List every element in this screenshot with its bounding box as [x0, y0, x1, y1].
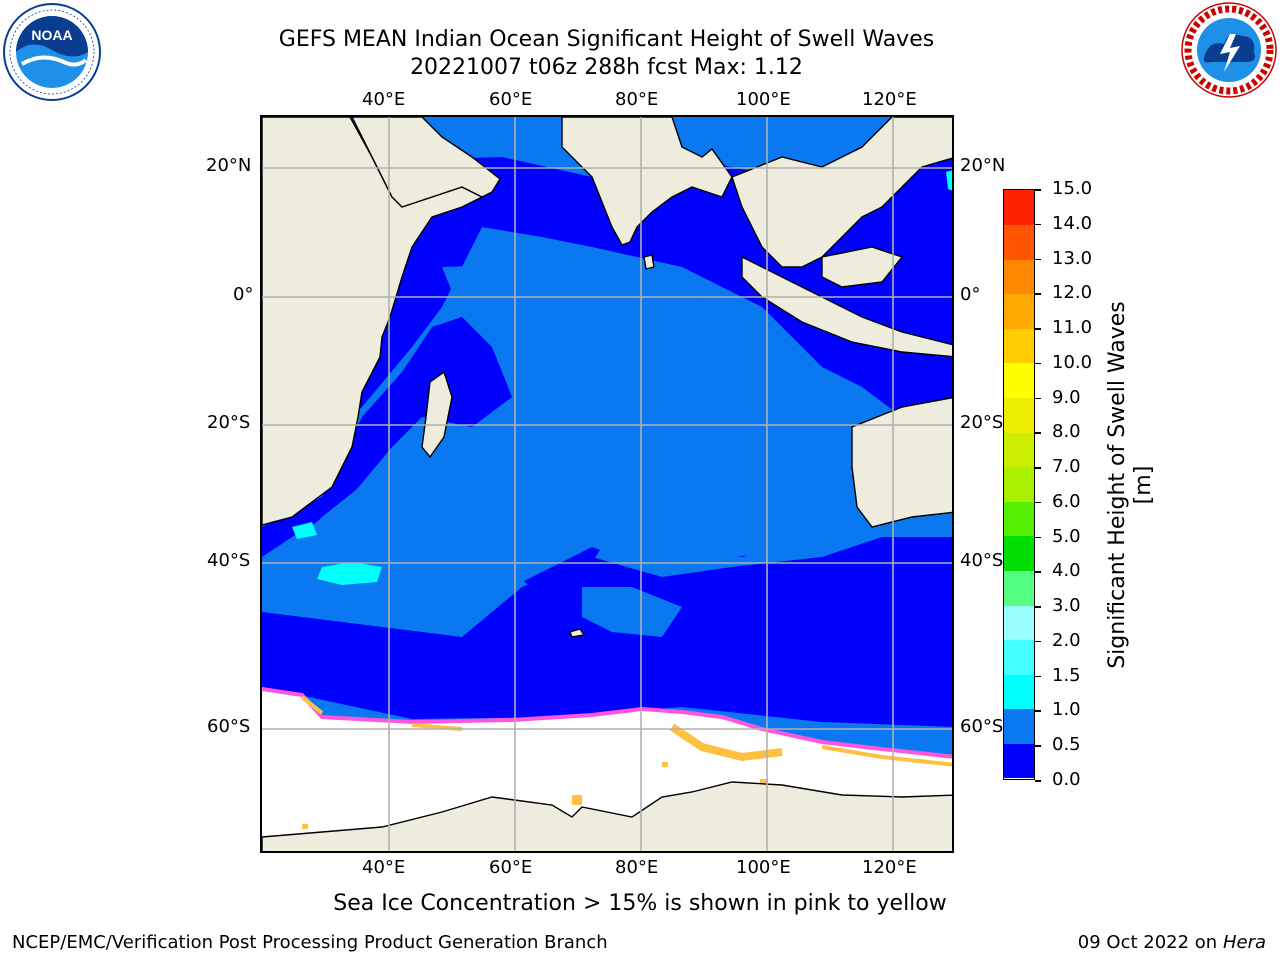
- colorbar-tick-label: 10.0: [1052, 351, 1093, 373]
- colorbar-tick-label: 5.0: [1052, 525, 1081, 547]
- colorbar-title-wrap: Significant Height of Swell Waves [m]: [1100, 280, 1162, 690]
- colorbar-tick-label: 12.0: [1052, 282, 1093, 304]
- lon-label-top: 40°E: [362, 89, 406, 110]
- lon-label-top: 80°E: [615, 89, 659, 110]
- colorbar-segment: [1004, 293, 1034, 329]
- svg-text:NOAA: NOAA: [31, 27, 72, 43]
- colorbar-tick-mark: [1035, 675, 1041, 678]
- sea-ice-note-text: Sea Ice Concentration > 15% is shown in …: [333, 891, 947, 916]
- footer-date-text: 09 Oct 2022 on: [1077, 932, 1223, 953]
- colorbar-tick-label: 9.0: [1052, 386, 1081, 408]
- footer-date: 09 Oct 2022 on Hera: [1078, 932, 1266, 954]
- lat-label-right: 20°N: [960, 155, 1006, 176]
- lat-label-left: 20°S: [207, 412, 251, 433]
- chart-title: GEFS MEAN Indian Ocean Significant Heigh…: [278, 27, 935, 52]
- lon-label-bottom: 40°E: [362, 857, 406, 878]
- lat-label-left: 0°: [233, 284, 254, 305]
- colorbar-title: Significant Height of Swell Waves [m]: [1105, 301, 1156, 669]
- colorbar-tick-mark: [1035, 571, 1041, 573]
- colorbar-segment: [1004, 224, 1034, 260]
- sea-ice-note: Sea Ice Concentration > 15% is shown in …: [0, 890, 1280, 918]
- colorbar-tick-label: 4.0: [1052, 560, 1081, 582]
- colorbar-segment: [1004, 674, 1034, 710]
- lat-label-left: 20°N: [206, 155, 252, 176]
- colorbar-tick-mark: [1035, 536, 1041, 539]
- lat-label-left: 60°S: [207, 716, 251, 737]
- footer-credit: NCEP/EMC/Verification Post Processing Pr…: [12, 932, 608, 953]
- lon-label-top: 60°E: [489, 89, 533, 110]
- lat-label-right: 40°S: [960, 550, 1004, 571]
- colorbar-segment: [1004, 466, 1034, 502]
- colorbar-segment: [1004, 708, 1034, 744]
- colorbar-tick-label: 7.0: [1052, 456, 1081, 478]
- lon-label-bottom: 60°E: [489, 857, 533, 878]
- lat-label-right: 0°: [960, 284, 981, 305]
- colorbar-tick-mark: [1035, 328, 1041, 330]
- swell-height-map: [260, 115, 954, 853]
- colorbar-tick-mark: [1035, 467, 1041, 469]
- colorbar-tick-label: 2.0: [1052, 629, 1081, 651]
- colorbar-segment: [1004, 362, 1034, 399]
- colorbar-tick-mark: [1035, 606, 1041, 608]
- colorbar-segment: [1004, 397, 1034, 433]
- colorbar-tick-mark: [1035, 189, 1041, 191]
- colorbar: [1003, 189, 1035, 780]
- noaa-logo: NOAA: [3, 3, 101, 101]
- nws-logo: [1181, 2, 1277, 98]
- colorbar-segment: [1004, 432, 1034, 468]
- colorbar-tick-mark: [1035, 258, 1041, 261]
- colorbar-tick-mark: [1035, 501, 1041, 504]
- lat-label-right: 60°S: [960, 716, 1004, 737]
- colorbar-segment: [1004, 570, 1034, 606]
- lon-label-top: 100°E: [736, 89, 791, 110]
- colorbar-tick-mark: [1035, 710, 1041, 712]
- lon-label-bottom: 120°E: [862, 857, 917, 878]
- map-canvas: [262, 117, 952, 851]
- colorbar-segment: [1004, 639, 1034, 675]
- forecast-subtitle: 20221007 t06z 288h fcst Max: 1.12: [410, 55, 803, 80]
- colorbar-tick-label: 3.0: [1052, 595, 1081, 617]
- colorbar-tick-mark: [1035, 362, 1041, 365]
- colorbar-segment: [1004, 259, 1034, 295]
- lat-label-right: 20°S: [960, 412, 1004, 433]
- colorbar-tick-mark: [1035, 640, 1041, 643]
- colorbar-tick-mark: [1035, 780, 1041, 782]
- colorbar-tick-label: 14.0: [1052, 212, 1093, 234]
- colorbar-segment: [1004, 190, 1034, 226]
- colorbar-tick-label: 8.0: [1052, 421, 1081, 443]
- colorbar-tick-label: 0.0: [1052, 769, 1081, 790]
- colorbar-segment: [1004, 535, 1034, 571]
- colorbar-tick-label: 1.0: [1052, 699, 1081, 721]
- colorbar-tick-mark: [1035, 293, 1041, 295]
- colorbar-tick-mark: [1035, 432, 1041, 434]
- lon-label-bottom: 100°E: [736, 857, 791, 878]
- footer-host: Hera: [1222, 932, 1266, 953]
- colorbar-tick-mark: [1035, 397, 1041, 400]
- colorbar-segment: [1004, 743, 1034, 779]
- colorbar-tick-label: 11.0: [1052, 317, 1093, 339]
- colorbar-tick-label: 6.0: [1052, 490, 1081, 512]
- colorbar-segment: [1004, 501, 1034, 537]
- colorbar-tick-label: 13.0: [1052, 247, 1093, 269]
- colorbar-tick-label: 15.0: [1052, 178, 1093, 199]
- lat-label-left: 40°S: [207, 550, 251, 571]
- colorbar-tick-label: 0.5: [1052, 734, 1081, 756]
- colorbar-tick-mark: [1035, 745, 1041, 747]
- colorbar-tick-label: 1.5: [1052, 664, 1081, 686]
- lon-label-bottom: 80°E: [615, 857, 659, 878]
- colorbar-segment: [1004, 328, 1034, 364]
- colorbar-tick-mark: [1035, 223, 1041, 226]
- colorbar-segment: [1004, 605, 1034, 641]
- lon-label-top: 120°E: [862, 89, 917, 110]
